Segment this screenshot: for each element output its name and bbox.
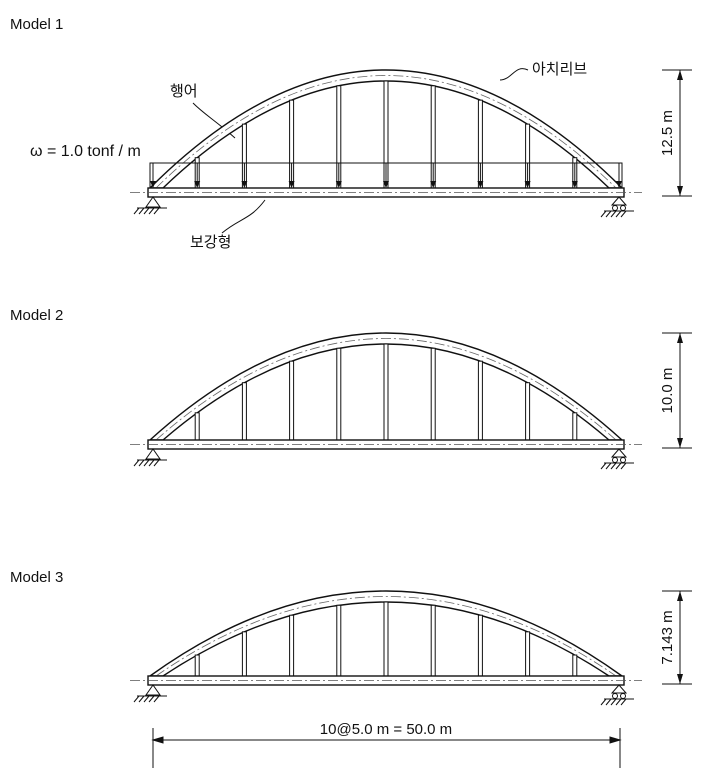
hanger: [289, 360, 295, 441]
hanger: [430, 347, 436, 441]
ground-hatch: [133, 459, 167, 467]
arch-centerline: [155, 75, 617, 189]
hanger: [477, 614, 483, 677]
dim-arrows: [677, 591, 683, 684]
pin-support: [145, 448, 161, 460]
roller: [612, 205, 618, 211]
hanger: [477, 360, 483, 441]
ground-hatch: [133, 695, 167, 703]
load-arrowhead: [383, 181, 389, 188]
load-arrowhead: [571, 181, 578, 188]
load-label: ω = 1.0 tonf / m: [30, 143, 141, 160]
hanger: [572, 412, 578, 441]
hanger: [241, 382, 247, 441]
hanger: [289, 614, 295, 677]
hanger: [336, 604, 342, 677]
ground-hatch: [600, 462, 634, 470]
hanger: [336, 347, 342, 441]
roller: [620, 457, 626, 463]
roller: [612, 693, 618, 699]
hanger: [525, 382, 531, 441]
arch-rib-label: 아치리브: [532, 61, 587, 78]
roller-support: [610, 196, 628, 206]
load-arrowhead: [616, 181, 622, 188]
roller-support: [610, 448, 628, 458]
model-title: Model 1: [10, 16, 63, 33]
pin-support: [145, 196, 161, 208]
girder-leader: [221, 199, 266, 234]
arch-rib-leader: [499, 68, 529, 81]
hanger: [430, 604, 436, 677]
hanger: [194, 654, 200, 677]
hanger: [241, 631, 247, 677]
hanger: [383, 601, 389, 677]
hanger: [194, 412, 200, 441]
rise-label: 7.143 m: [659, 610, 676, 664]
roller: [620, 693, 626, 699]
load-arrowhead: [430, 181, 437, 188]
load-arrowhead: [288, 181, 295, 188]
hanger-label: 행어: [170, 83, 198, 100]
load-arrowhead: [150, 181, 156, 188]
load-arrowhead: [241, 181, 248, 188]
girder-label: 보강형: [190, 234, 231, 251]
hanger: [383, 343, 389, 441]
model-title: Model 3: [10, 569, 63, 586]
load-arrowhead: [335, 181, 342, 188]
rise-label: 12.5 m: [659, 110, 676, 156]
ground-hatch: [600, 210, 634, 218]
hanger: [525, 631, 531, 677]
load-arrowhead: [524, 181, 531, 188]
ground-hatch: [600, 698, 634, 706]
pin-support: [145, 684, 161, 696]
roller: [612, 457, 618, 463]
model-title: Model 2: [10, 307, 63, 324]
rise-label: 10.0 m: [659, 368, 676, 414]
span-label: 10@5.0 m = 50.0 m: [320, 721, 452, 738]
span-dimension: [151, 728, 622, 768]
load-arrowhead: [194, 181, 201, 188]
load-arrowhead: [477, 181, 484, 188]
ground-hatch: [133, 207, 167, 215]
roller: [620, 205, 626, 211]
roller-support: [610, 684, 628, 694]
arch-centerline: [155, 338, 617, 441]
arch-centerline: [155, 596, 617, 677]
span-arrows: [151, 736, 622, 744]
hanger: [572, 654, 578, 677]
